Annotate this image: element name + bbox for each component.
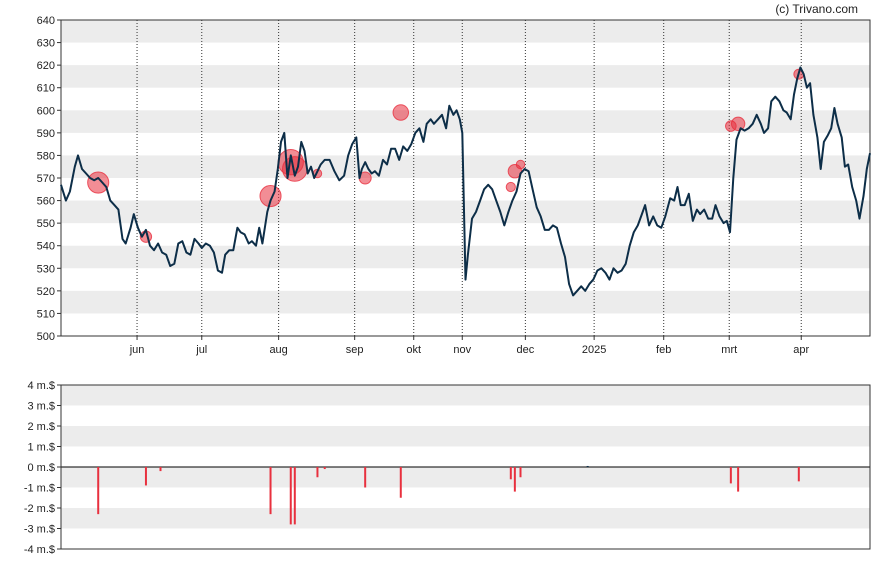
price-line (60, 66, 871, 297)
volume-plot-frame (60, 384, 871, 550)
x-tick-label: dec (516, 344, 534, 356)
grid-band (61, 508, 870, 529)
y-tick-label: 530 (37, 263, 55, 275)
y-tick-label: -4 m.$ (24, 544, 55, 556)
y-tick-label: 560 (37, 196, 55, 208)
trade-marker (259, 185, 282, 208)
grid-band (61, 20, 870, 43)
trade-marker (87, 171, 110, 194)
y-tick-label: 540 (37, 241, 55, 253)
grid-band (61, 110, 870, 133)
y-tick-label: 570 (37, 173, 55, 185)
trade-marker (515, 159, 526, 170)
x-tick-label: apr (793, 344, 809, 356)
y-tick-label: 620 (37, 60, 55, 72)
y-tick-label: 4 m.$ (27, 380, 55, 392)
volume-panel: 4 m.$ 3 m.$ 2 m.$ 1 m.$ 0 m.$ -1 m.$ -2 m.$ -3 … (24, 380, 871, 556)
y-tick-label: 600 (37, 105, 55, 117)
x-tick-label: 2025 (582, 344, 606, 356)
x-tick-label: aug (269, 344, 287, 356)
y-tick-label: 630 (37, 38, 55, 50)
y-tick-label: 500 (37, 331, 55, 343)
x-tick-label: okt (406, 344, 421, 356)
grid-band (61, 467, 870, 488)
grid-band (61, 385, 870, 406)
grid-band (61, 200, 870, 224)
trade-marker (392, 104, 410, 121)
price-panel: jun jul aug sep okt nov dec 2025 feb mrt apr 500 510… (37, 15, 871, 356)
y-tick-label: 0 m.$ (27, 462, 55, 474)
x-tick-label: jul (195, 344, 207, 356)
y-tick-label: 580 (37, 150, 55, 162)
y-tick-label: 520 (37, 286, 55, 298)
y-tick-label: 640 (37, 15, 55, 27)
grid-band (61, 155, 870, 178)
x-tick-label: mrt (721, 344, 737, 356)
x-tick-label: jun (129, 344, 145, 356)
trade-marker (505, 181, 516, 193)
trade-marker (730, 116, 746, 132)
y-tick-label: 590 (37, 128, 55, 140)
y-tick-label: 510 (37, 308, 55, 320)
y-tick-label: 1 m.$ (27, 442, 55, 454)
y-tick-label: -1 m.$ (24, 483, 55, 495)
y-tick-label: -3 m.$ (24, 524, 55, 536)
y-tick-label: 3 m.$ (27, 401, 55, 413)
x-tick-label: feb (656, 344, 671, 356)
y-tick-label: 550 (37, 218, 55, 230)
y-tick-label: -2 m.$ (24, 503, 55, 515)
price-plot-frame (60, 19, 871, 337)
y-tick-label: 2 m.$ (27, 421, 55, 433)
copyright-label: (c) Trivano.com (775, 2, 858, 16)
grid-band (61, 426, 870, 447)
x-tick-label: nov (453, 344, 471, 356)
grid-band (61, 65, 870, 88)
grid-band (61, 290, 870, 314)
y-tick-label: 610 (37, 83, 55, 95)
x-tick-label: sep (346, 344, 364, 356)
